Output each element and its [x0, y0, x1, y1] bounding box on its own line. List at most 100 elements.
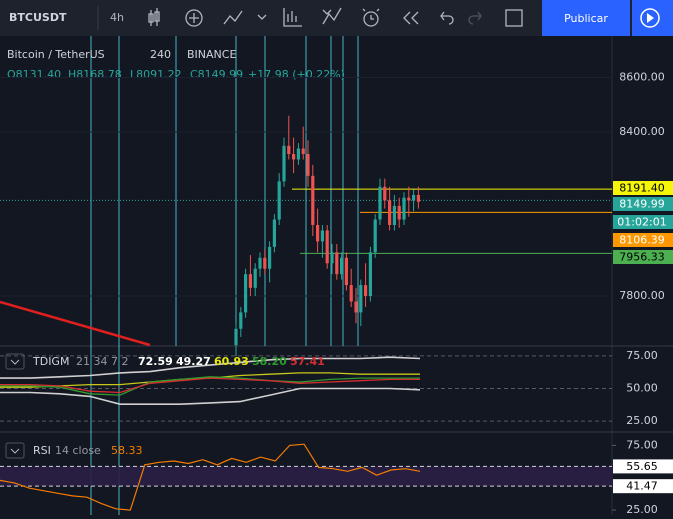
- ohlc-open: O8131.40: [7, 68, 61, 81]
- ohlc-close: C8149.99: [190, 68, 243, 81]
- candle-body: [306, 153, 310, 176]
- tdigm-readout: 72.59: [138, 355, 173, 368]
- price-badge: [613, 181, 673, 195]
- tdigm-readout: 57.41: [290, 355, 325, 368]
- rsi-badge: [613, 459, 673, 474]
- candle-body: [388, 200, 392, 226]
- chevron: [10, 359, 20, 365]
- candle-body: [378, 186, 382, 220]
- symbol[interactable]: BTCUSDT: [9, 11, 67, 24]
- candle-body: [354, 301, 358, 313]
- play-triangle: [647, 13, 654, 23]
- rsi-params: 14 close: [55, 444, 101, 457]
- price-badge-label: 7956.33: [619, 251, 665, 264]
- tdigm-name: TDIGM: [32, 355, 69, 368]
- rsi-axis-label: 75.00: [626, 438, 658, 451]
- price-badge: [613, 233, 673, 247]
- candle-body: [272, 219, 276, 247]
- candle-body: [344, 257, 348, 286]
- publish-button[interactable]: [542, 0, 630, 36]
- candle-body: [407, 197, 411, 201]
- candle-body: [248, 274, 252, 288]
- rsi-band: [0, 466, 612, 487]
- candle-body: [359, 285, 363, 313]
- candle-body: [368, 252, 372, 297]
- redo-icon[interactable]: [468, 11, 482, 25]
- candle-body: [349, 285, 353, 302]
- candle-body: [268, 246, 272, 269]
- tdigm-line: [0, 356, 421, 379]
- candle-body: [364, 285, 368, 297]
- tdigm-line: [0, 377, 420, 394]
- tdigm-readout: 58.20: [252, 355, 287, 368]
- candle-body: [253, 268, 257, 288]
- tdigm-axis-label: 25.00: [626, 414, 658, 427]
- collapse-button[interactable]: [5, 353, 25, 370]
- candle-body: [325, 230, 329, 264]
- countdown-badge: [613, 215, 673, 229]
- ohlc-change: +17.98 (+0.22%): [248, 68, 345, 81]
- candle-body: [244, 274, 248, 313]
- rsi-badge-label: 55.65: [626, 460, 658, 473]
- tdigm-line: [0, 387, 421, 405]
- candle-body: [263, 257, 267, 269]
- collapse-button[interactable]: [5, 442, 25, 459]
- interval[interactable]: 4h: [110, 11, 124, 24]
- candle-body: [287, 145, 291, 154]
- rsi-line: [0, 443, 421, 511]
- chevron: [10, 448, 20, 454]
- tdigm-params: 21 34 7 2: [76, 355, 128, 368]
- candle-body: [330, 252, 334, 264]
- price-label: 8400.00: [619, 125, 665, 138]
- instrument-title: Bitcoin / TetherUS: [7, 48, 105, 61]
- candle-body: [397, 205, 401, 220]
- price-badge-label: 8106.39: [619, 234, 665, 247]
- tdigm-axis-label: 50.00: [626, 382, 658, 395]
- candle-body: [296, 148, 300, 160]
- candle-body: [239, 312, 243, 329]
- candle-body: [277, 181, 281, 220]
- tdigm-line: [0, 376, 420, 396]
- price-label: 7800.00: [619, 289, 665, 302]
- price-badge: [613, 197, 673, 211]
- candle-body: [316, 225, 320, 242]
- vertical-lines: [90, 36, 359, 515]
- trend-line: [0, 300, 151, 347]
- play-icon: [640, 8, 660, 28]
- price-badge: [613, 250, 673, 264]
- candle-body: [373, 219, 377, 253]
- rsi-badge-label: 41.47: [626, 480, 658, 493]
- price-badge-label: 8191.40: [619, 182, 665, 195]
- candle-body: [383, 186, 387, 201]
- candle-body: [335, 252, 339, 275]
- candle-body: [282, 145, 286, 182]
- tdigm-readout: 49.27: [176, 355, 211, 368]
- header-interval: 240: [150, 48, 171, 61]
- publish-label[interactable]: Publicar: [564, 12, 608, 25]
- candle-body: [392, 205, 396, 226]
- candle-body: [412, 194, 416, 201]
- rsi-name: RSI: [33, 444, 51, 457]
- candle-body: [320, 230, 324, 242]
- tdigm-axis-label: 75.00: [626, 349, 658, 362]
- candle-body: [402, 197, 406, 220]
- candle-body: [234, 328, 238, 346]
- candle-body: [340, 257, 344, 275]
- candle-body: [258, 257, 262, 269]
- candle-body: [416, 194, 420, 202]
- rsi-axis-label: 25.00: [626, 503, 658, 515]
- header-exchange: BINANCE: [187, 48, 236, 61]
- price-badge-label: 8149.99: [619, 198, 665, 211]
- rsi-readout: 58.33: [111, 444, 143, 457]
- rsi-badge: [613, 479, 673, 494]
- ohlc-high: H8168.78: [68, 68, 122, 81]
- toolbar-icons[interactable]: [148, 7, 523, 27]
- candle-body: [301, 148, 305, 154]
- candle-body: [292, 153, 296, 160]
- ohlc-low: L8091.22: [130, 68, 182, 81]
- tdigm-readout: 60.93: [214, 355, 249, 368]
- candle-body: [311, 175, 315, 226]
- countdown: 01:02:01: [617, 216, 666, 229]
- price-label: 8600.00: [619, 71, 665, 84]
